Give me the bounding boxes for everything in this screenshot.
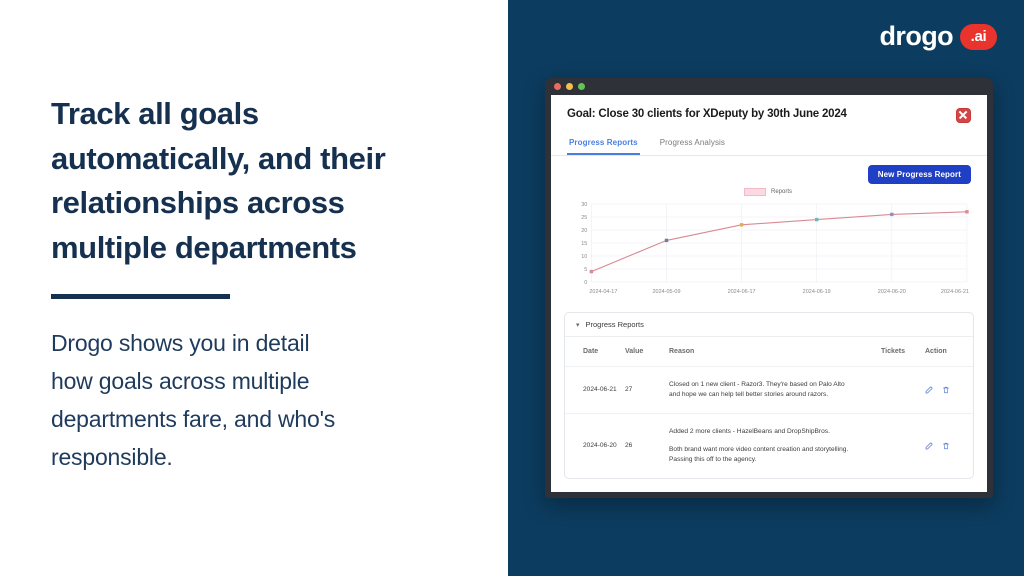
delete-icon[interactable] — [942, 442, 950, 450]
brand-name: drogo — [879, 21, 954, 51]
window-maximize-dot[interactable] — [578, 83, 585, 90]
chart-vertical-gridlines — [591, 204, 968, 282]
table-row: 2024-06-20 26 Added 2 more clients - Hazel… — [565, 413, 973, 479]
svg-text:2024-06-21: 2024-06-21 — [941, 289, 969, 295]
svg-text:25: 25 — [581, 215, 587, 221]
progress-reports-panel: ▾ Progress Reports Date Value Reason Tic… — [564, 312, 974, 480]
chart-gridlines — [591, 203, 967, 283]
chart-series-line — [591, 211, 967, 273]
column-header-date: Date — [583, 348, 599, 355]
svg-text:20: 20 — [581, 228, 587, 234]
column-header-value: Value — [625, 348, 644, 355]
showcase-panel: drogo .ai Goal: Close 30 clients for XDe… — [508, 0, 1024, 576]
page-title: Track all goals automatically, and their… — [51, 96, 386, 265]
cell-tickets — [881, 365, 925, 414]
toolbar: New Progress Report — [551, 156, 987, 184]
cell-reason: Closed on 1 new client - Razor3. They're… — [669, 365, 881, 414]
column-header-tickets: Tickets — [881, 348, 905, 355]
tab-progress-reports[interactable]: Progress Reports — [567, 134, 640, 155]
edit-icon[interactable] — [925, 386, 933, 394]
panel-header[interactable]: ▾ Progress Reports — [565, 313, 973, 337]
progress-chart: Reports 0 5 10 15 20 25 30 2024-04-17 2024-05-0… — [551, 184, 987, 301]
svg-text:30: 30 — [581, 202, 587, 208]
chart-legend: Reports — [565, 188, 971, 196]
app-viewport: Goal: Close 30 clients for XDeputy by 30… — [551, 95, 987, 492]
edit-icon[interactable] — [925, 442, 933, 450]
chart-canvas: 0 5 10 15 20 25 30 2024-04-17 2024-05-09 2024-06… — [581, 202, 969, 295]
chart-data-markers — [589, 210, 969, 274]
accent-divider — [51, 294, 230, 299]
chart-y-axis-labels: 0 5 10 15 20 25 30 — [581, 202, 587, 286]
svg-text:2024-06-20: 2024-06-20 — [878, 289, 906, 295]
svg-text:0: 0 — [584, 280, 587, 286]
column-header-reason: Reason — [669, 348, 695, 355]
cell-tickets — [881, 413, 925, 479]
cell-action — [925, 413, 973, 479]
svg-text:5: 5 — [584, 267, 587, 273]
brand-badge: .ai — [960, 23, 997, 50]
reports-table: Date Value Reason Tickets Action 2024-06… — [565, 337, 973, 479]
column-header-action: Action — [925, 348, 947, 355]
window-close-dot[interactable] — [554, 83, 561, 90]
copy-panel: Track all goals automatically, and their… — [0, 0, 508, 576]
svg-text:2024-05-09: 2024-05-09 — [652, 289, 680, 295]
svg-text:2024-06-19: 2024-06-19 — [803, 289, 831, 295]
cell-date: 2024-06-20 — [565, 413, 625, 479]
reports-table-body: 2024-06-21 27 Closed on 1 new client - Raz… — [565, 365, 973, 479]
svg-text:2024-04-17: 2024-04-17 — [589, 289, 617, 295]
window-minimize-dot[interactable] — [566, 83, 573, 90]
new-progress-report-button[interactable]: New Progress Report — [867, 165, 971, 184]
cell-value: 27 — [625, 365, 669, 414]
browser-window: Goal: Close 30 clients for XDeputy by 30… — [545, 78, 993, 498]
tab-progress-analysis[interactable]: Progress Analysis — [659, 138, 726, 147]
table-header-row: Date Value Reason Tickets Action — [565, 337, 973, 367]
close-icon[interactable] — [956, 108, 971, 123]
svg-text:2024-06-17: 2024-06-17 — [728, 289, 756, 295]
table-row: 2024-06-21 27 Closed on 1 new client - Raz… — [565, 365, 973, 414]
goal-title: Goal: Close 30 clients for XDeputy by 30… — [567, 108, 847, 120]
cell-date: 2024-06-21 — [565, 365, 625, 414]
delete-icon[interactable] — [942, 386, 950, 394]
legend-label-reports: Reports — [770, 189, 792, 195]
svg-text:10: 10 — [581, 254, 587, 260]
brand-logo: drogo .ai — [880, 23, 997, 50]
goal-header: Goal: Close 30 clients for XDeputy by 30… — [551, 95, 987, 134]
chart-x-axis-labels: 2024-04-17 2024-05-09 2024-06-17 2024-06-19… — [589, 289, 969, 295]
cell-action — [925, 365, 973, 414]
cell-reason: Added 2 more clients - HazelBeans and Dr… — [669, 413, 881, 479]
window-titlebar — [545, 78, 993, 95]
tab-bar: Progress Reports Progress Analysis — [551, 134, 987, 156]
panel-header-label: Progress Reports — [585, 320, 644, 329]
cell-value: 26 — [625, 413, 669, 479]
page-subtitle: Drogo shows you in detail how goals acro… — [51, 330, 336, 470]
svg-text:15: 15 — [581, 241, 587, 247]
legend-swatch-reports — [743, 188, 766, 196]
chevron-down-icon: ▾ — [576, 321, 580, 329]
